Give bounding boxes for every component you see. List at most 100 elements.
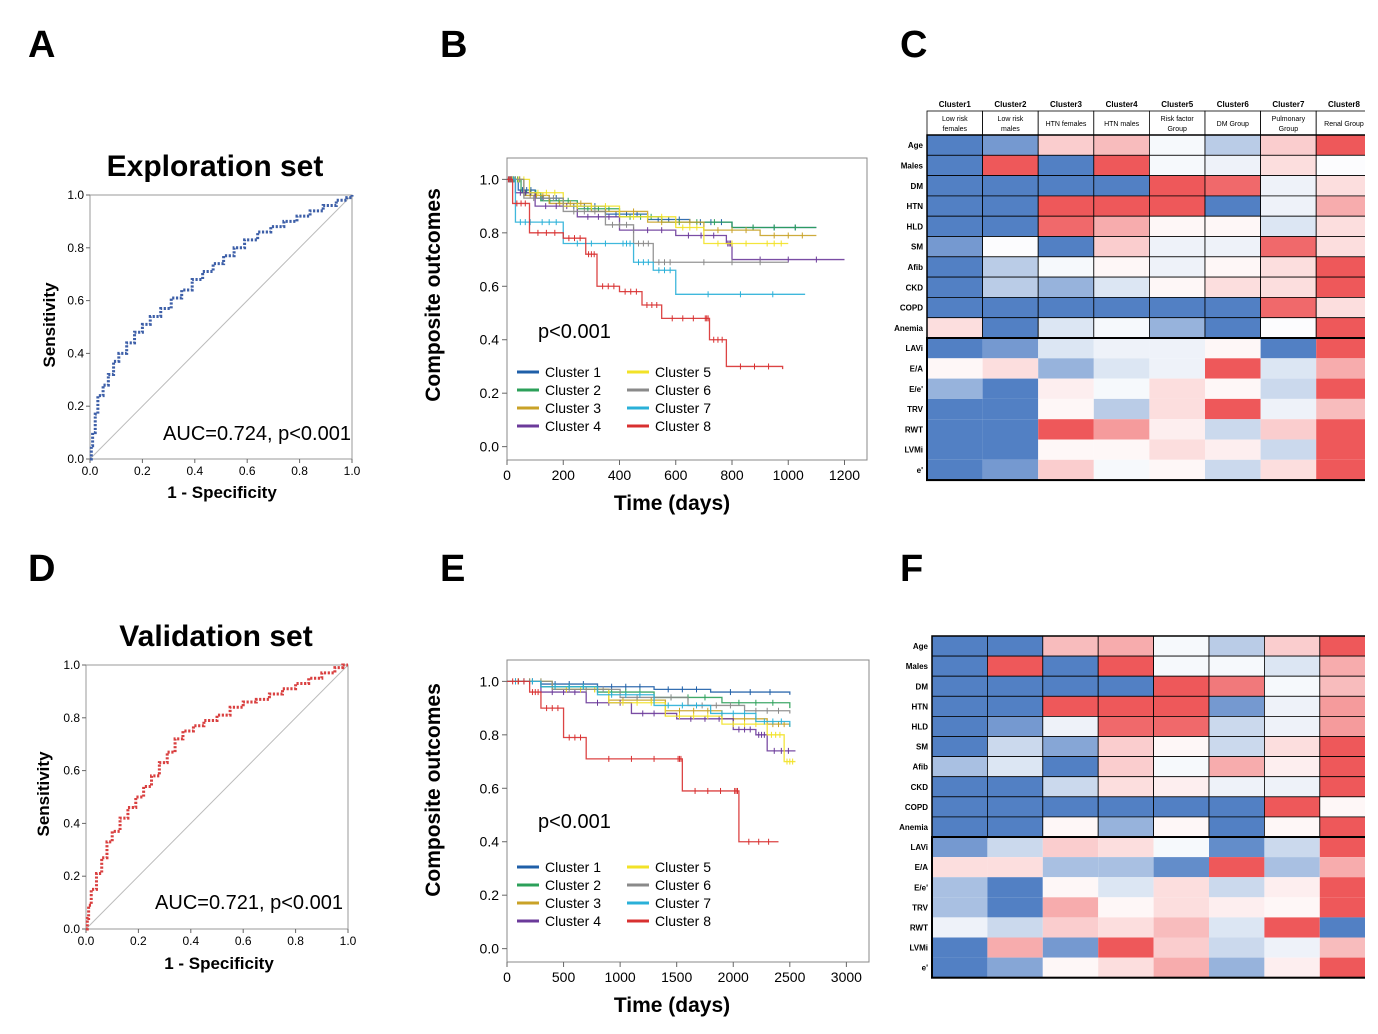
heatmap-cell [1042, 776, 1099, 798]
heatmap-cell [1260, 398, 1317, 420]
heatmap-row-label: RWT [905, 425, 923, 434]
heatmap-cell [931, 736, 988, 758]
heatmap-cell [1263, 655, 1321, 677]
heatmap-cell [1042, 736, 1099, 758]
heatmap-cell [1315, 296, 1365, 319]
roc-chart-exploration: Exploration set Sensitivity 1 - Specific… [40, 150, 361, 502]
heatmap-cell [987, 716, 1044, 737]
heatmap-cell [1148, 276, 1206, 298]
heatmap-row-label: DM [911, 182, 924, 191]
heatmap-cell [1263, 716, 1321, 737]
km-legend-label: Cluster 6 [655, 382, 711, 398]
roc-curve [85, 663, 348, 931]
heatmap-row-label: LAVi [906, 344, 923, 353]
heatmap-cell [926, 134, 983, 156]
km-chart-exploration: Composite outcomes Time (days) p<0.001 0… [422, 157, 868, 515]
heatmap-cell [1093, 439, 1150, 460]
heatmap-cell [1042, 816, 1099, 838]
heatmap-cell [1319, 917, 1365, 938]
heatmap-cluster-label: Cluster5 [1161, 100, 1194, 109]
heatmap-cell [1319, 635, 1365, 657]
heatmap-cell [1205, 358, 1261, 379]
heatmap-cell [1264, 877, 1320, 898]
heatmap-cell [982, 459, 1039, 481]
km-legend-label: Cluster 5 [655, 364, 711, 380]
heatmap-cell [987, 635, 1044, 657]
panel-letter-d: D [28, 548, 56, 590]
roc-x-tick-label: 0.0 [82, 464, 99, 478]
km-ylabel: Composite outcomes [422, 683, 445, 897]
heatmap-cell [982, 256, 1039, 278]
heatmap-cell [1148, 296, 1206, 319]
km-pvalue: p<0.001 [538, 321, 611, 343]
km-x-tick-label: 400 [608, 467, 632, 483]
heatmap-cell [1316, 439, 1365, 460]
heatmap-row-label: e' [917, 466, 923, 475]
panel-letter-a: A [28, 24, 56, 66]
heatmap-cell [1093, 154, 1150, 176]
heatmap-cell [1208, 635, 1265, 657]
heatmap-cell [1315, 215, 1365, 237]
heatmap-cell [1037, 154, 1095, 176]
km-survival-curve [507, 680, 791, 727]
heatmap-cell [987, 776, 1044, 798]
km-y-tick-label: 0.4 [480, 834, 500, 850]
km-pvalue: p<0.001 [538, 811, 611, 833]
heatmap-cell [927, 338, 983, 359]
roc-curve [89, 195, 354, 461]
heatmap-cell [1264, 857, 1320, 878]
heatmap-cell [1204, 296, 1261, 319]
heatmap-cell [1264, 917, 1320, 938]
heatmap-cell [1264, 897, 1320, 918]
heatmap-cell [1260, 459, 1317, 481]
heatmap-cell [1093, 419, 1150, 440]
heatmap-cell [931, 655, 988, 677]
heatmap-cell [1098, 957, 1154, 978]
roc-x-tick-label: 0.6 [239, 464, 256, 478]
heatmap-cell [982, 276, 1039, 298]
roc-x-tick-label: 0.4 [182, 934, 199, 948]
heatmap-cell [1097, 695, 1154, 717]
heatmap-cell [982, 195, 1039, 217]
heatmap-group-label: DM Group [1217, 121, 1249, 128]
heatmap-cell [982, 378, 1039, 399]
heatmap-cell [982, 134, 1039, 156]
heatmap-cell [982, 215, 1039, 237]
roc-reference-line [85, 664, 349, 930]
heatmap-cell [1260, 195, 1317, 217]
heatmap-cell [926, 236, 983, 258]
heatmap-row-label: Males [906, 662, 929, 671]
heatmap-cell [1208, 716, 1265, 737]
roc-xlabel: 1 - Specificity [167, 483, 277, 502]
heatmap-cell [927, 398, 983, 420]
heatmap-cell [1319, 736, 1365, 758]
heatmap-cell [1315, 154, 1365, 176]
heatmap-group-label: Group [1279, 126, 1299, 133]
heatmap-cell [1042, 756, 1099, 778]
roc-y-tick-label: 0.4 [67, 346, 84, 360]
heatmap-cell [1038, 439, 1094, 460]
heatmap-cell [1097, 776, 1154, 798]
heatmap-cell [987, 837, 1043, 858]
heatmap-row-label: DM [916, 682, 929, 691]
heatmap-row-label: Anemia [894, 324, 923, 333]
heatmap-cell [1205, 398, 1261, 420]
heatmap-cell [1209, 877, 1265, 898]
heatmap-cell [987, 796, 1044, 818]
heatmap-cell [1260, 154, 1317, 176]
heatmap-cell [1315, 175, 1365, 197]
heatmap-cell [1042, 796, 1099, 818]
heatmap-group-label: Pulmonary [1272, 116, 1306, 123]
heatmap-cell [987, 655, 1044, 677]
km-x-tick-label: 200 [552, 467, 576, 483]
heatmap-cell [1315, 317, 1365, 339]
heatmap-cell [1153, 957, 1209, 978]
heatmap-cell [1153, 897, 1209, 918]
heatmap-row-label: COPD [905, 803, 928, 812]
heatmap-cell [1204, 317, 1261, 339]
heatmap-cell [1098, 837, 1154, 858]
roc-x-tick-label: 0.0 [78, 934, 95, 948]
km-y-tick-label: 1.0 [480, 171, 500, 187]
heatmap-cell [982, 296, 1039, 319]
roc-title: Exploration set [107, 150, 324, 183]
